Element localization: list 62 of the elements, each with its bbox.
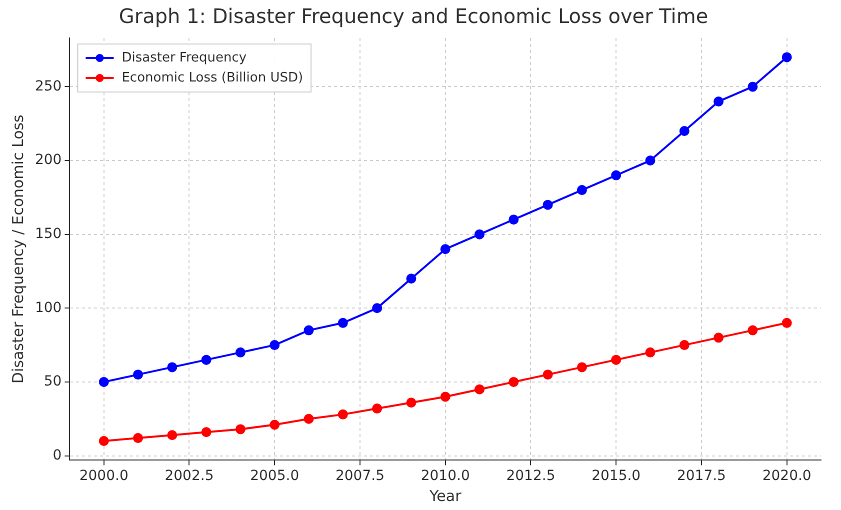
x-tick-label: 2007.5 bbox=[335, 468, 384, 484]
point bbox=[508, 376, 519, 387]
y-tick-label: 50 bbox=[44, 374, 62, 390]
y-tick-label: 200 bbox=[34, 152, 62, 168]
point bbox=[270, 420, 280, 430]
x-tick-label: 2020.0 bbox=[762, 468, 812, 484]
x-tick-label: 2002.5 bbox=[164, 468, 214, 484]
point bbox=[201, 427, 212, 438]
point bbox=[748, 325, 758, 336]
point bbox=[372, 303, 382, 314]
x-tick-label: 2010.0 bbox=[420, 468, 470, 484]
y-tick-label: 100 bbox=[34, 300, 62, 316]
point bbox=[440, 244, 450, 254]
point bbox=[679, 340, 690, 350]
point bbox=[611, 354, 622, 365]
point bbox=[782, 318, 792, 328]
point bbox=[167, 362, 178, 372]
point bbox=[406, 274, 416, 284]
point bbox=[133, 370, 144, 380]
x-tick-label: 2000.0 bbox=[79, 468, 128, 484]
legend-label: Disaster Frequency bbox=[122, 50, 247, 66]
x-tick-label: 2012.5 bbox=[506, 468, 556, 484]
point bbox=[338, 409, 348, 420]
point bbox=[133, 433, 144, 444]
x-tick-label: 2017.5 bbox=[676, 468, 726, 484]
point bbox=[576, 185, 587, 196]
y-axis-title: Disaster Frequency / Economic Loss bbox=[8, 114, 27, 384]
x-axis-title: Year bbox=[428, 486, 462, 505]
point bbox=[508, 214, 519, 225]
point bbox=[235, 347, 246, 358]
point bbox=[440, 392, 450, 402]
point bbox=[98, 436, 109, 446]
point bbox=[714, 96, 724, 106]
point bbox=[304, 325, 314, 336]
point bbox=[714, 332, 724, 343]
point bbox=[576, 362, 587, 372]
point bbox=[748, 82, 758, 92]
point bbox=[645, 156, 656, 166]
point bbox=[542, 370, 553, 380]
y-tick-label: 250 bbox=[34, 78, 62, 94]
point bbox=[645, 347, 656, 358]
point bbox=[304, 414, 314, 424]
point bbox=[338, 318, 348, 328]
x-tick-label: 2015.0 bbox=[592, 468, 641, 484]
x-tick-label: 2005.0 bbox=[250, 468, 300, 484]
point bbox=[679, 126, 690, 136]
y-tick-label: 150 bbox=[34, 226, 62, 242]
point bbox=[201, 354, 212, 365]
legend-label: Economic Loss (Billion USD) bbox=[122, 70, 304, 86]
point bbox=[611, 170, 622, 180]
point bbox=[235, 424, 246, 434]
point bbox=[98, 376, 109, 387]
point bbox=[474, 229, 485, 240]
point bbox=[270, 340, 280, 350]
y-tick-label: 0 bbox=[52, 447, 62, 464]
point bbox=[542, 200, 553, 210]
chart-title: Graph 1: Disaster Frequency and Economic Loss over Time bbox=[118, 4, 708, 28]
point bbox=[782, 52, 792, 62]
point bbox=[372, 404, 382, 414]
point bbox=[474, 384, 485, 394]
point bbox=[167, 430, 178, 440]
point bbox=[406, 398, 416, 408]
